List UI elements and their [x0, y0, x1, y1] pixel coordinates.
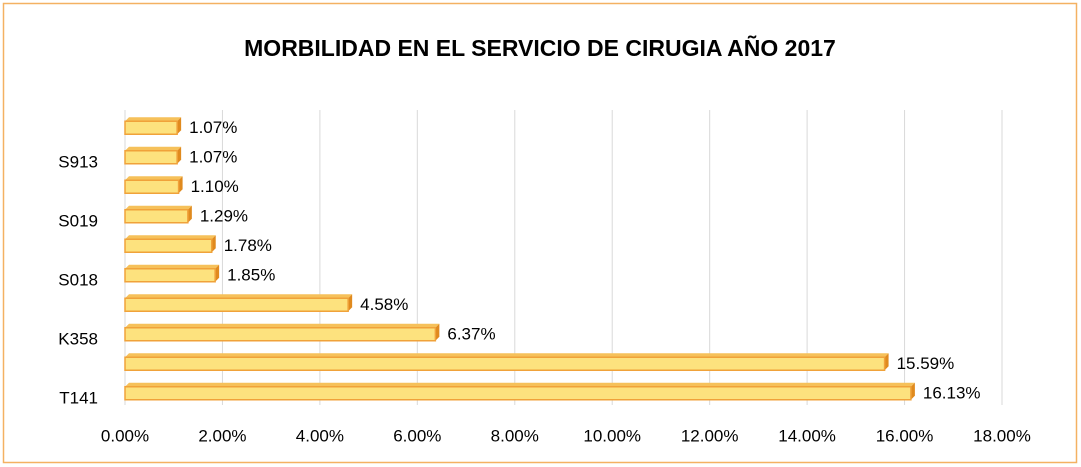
value-label: 16.13%	[923, 384, 981, 403]
value-label: 1.10%	[191, 177, 239, 196]
bar	[124, 209, 189, 224]
x-tick-label: 0.00%	[101, 426, 149, 445]
value-label: 6.37%	[447, 325, 495, 344]
x-tick-label: 6.00%	[393, 426, 441, 445]
value-label: 1.85%	[227, 266, 275, 285]
value-label: 1.07%	[189, 148, 237, 167]
value-label: 1.07%	[189, 118, 237, 137]
value-label: 1.29%	[200, 207, 248, 226]
bar-side	[177, 146, 182, 164]
bar	[124, 238, 213, 253]
bar-side	[884, 353, 889, 371]
bar-top	[125, 205, 192, 210]
x-tick-label: 16.00%	[876, 426, 934, 445]
x-tick-label: 8.00%	[491, 426, 539, 445]
x-tick-label: 2.00%	[198, 426, 246, 445]
x-tick-label: 10.00%	[583, 426, 641, 445]
bar-top	[125, 146, 182, 151]
value-label: 1.78%	[224, 236, 272, 255]
bar-side	[910, 382, 915, 400]
y-tick-label: T141	[59, 389, 98, 408]
bar-side	[178, 176, 183, 194]
bar-top	[125, 235, 216, 240]
y-tick-label: K358	[58, 330, 98, 349]
bar-top	[125, 176, 183, 181]
bar	[124, 150, 178, 165]
y-tick-label: S913	[58, 153, 98, 172]
bar-top	[125, 353, 889, 358]
value-label: 15.59%	[897, 354, 955, 373]
y-tick-label: S019	[58, 212, 98, 231]
bar	[124, 327, 437, 342]
x-tick-label: 14.00%	[778, 426, 836, 445]
bar-side	[211, 235, 216, 253]
bar	[124, 120, 178, 135]
bar-side	[435, 323, 440, 341]
bar	[124, 356, 886, 371]
x-tick-label: 4.00%	[296, 426, 344, 445]
bar-side	[187, 205, 192, 223]
bar-top	[125, 294, 353, 299]
bar-top	[125, 323, 440, 328]
bar	[124, 179, 180, 194]
bar-side	[215, 264, 220, 282]
y-tick-label: S018	[58, 271, 98, 290]
bar	[124, 268, 216, 283]
bar-top	[125, 382, 915, 387]
chart-title: MORBILIDAD EN EL SERVICIO DE CIRUGIA AÑO…	[244, 34, 836, 61]
bar-top	[125, 117, 182, 122]
bar	[124, 386, 912, 401]
x-tick-label: 18.00%	[973, 426, 1031, 445]
bar-side	[348, 294, 353, 312]
x-tick-label: 12.00%	[681, 426, 739, 445]
bar-side	[177, 117, 182, 135]
bar	[124, 297, 349, 312]
bar-top	[125, 264, 220, 269]
value-label: 4.58%	[360, 295, 408, 314]
